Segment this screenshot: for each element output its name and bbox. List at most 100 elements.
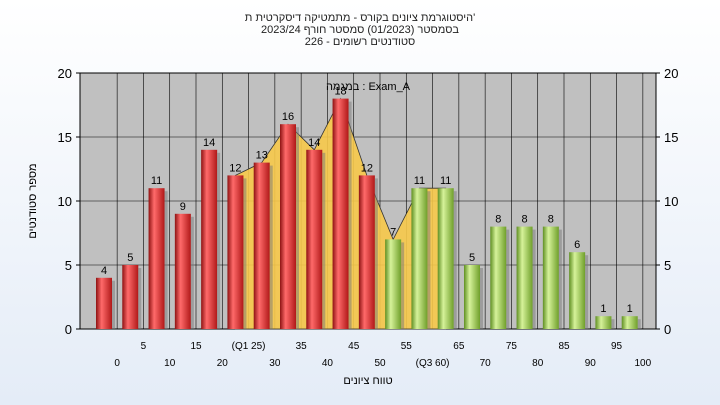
- bar-shadow: [558, 229, 562, 329]
- bar-body: [385, 239, 402, 329]
- data-label: 12: [361, 162, 373, 174]
- chart-title: היסטוגרמת ציונים בקורס - מתמטיקה דיסקרטי…: [244, 12, 476, 24]
- bar-shadow: [217, 152, 221, 329]
- bar-body: [122, 265, 139, 329]
- data-label: 6: [574, 239, 580, 251]
- bar-shadow: [296, 127, 299, 329]
- bar-body: [569, 252, 586, 329]
- x-tick-label: 0: [114, 358, 120, 369]
- bar-body: [595, 316, 612, 329]
- data-label: 1: [627, 303, 633, 315]
- y-tick-label-right: 10: [664, 194, 678, 209]
- bar-body: [280, 124, 296, 329]
- bar-body: [411, 188, 428, 329]
- bar-0: [96, 277, 115, 329]
- x-axis-label: טווח ציונים: [343, 375, 392, 387]
- bar-shadow: [269, 165, 273, 329]
- bar-60: [411, 188, 431, 329]
- x-tick-label: 45: [348, 341, 360, 352]
- bar-shadow: [480, 268, 483, 329]
- x-tick-label: (Q1 25): [232, 341, 266, 352]
- data-label: 18: [334, 86, 346, 98]
- data-label: 16: [282, 111, 294, 123]
- bar-25: [227, 175, 247, 329]
- bar-body: [542, 226, 559, 329]
- y-tick-label-right: 0: [664, 322, 671, 337]
- bar-body: [227, 175, 244, 329]
- x-tick-label: 90: [585, 358, 597, 369]
- legend-label: במגמה : Exam_A: [326, 81, 411, 93]
- y-tick-label-right: 20: [664, 66, 678, 81]
- x-tick-label: 100: [635, 358, 652, 369]
- bar-body: [253, 162, 270, 329]
- y-tick-label-left: 10: [58, 194, 72, 209]
- bar-shadow: [190, 216, 194, 329]
- x-tick-label: 20: [217, 358, 229, 369]
- bar-45: [332, 98, 352, 329]
- bar-body: [464, 265, 480, 329]
- bar-shadow: [611, 319, 615, 329]
- x-tick-label: 65: [453, 341, 465, 352]
- bar-5: [122, 265, 142, 329]
- chart-subtitle-semester: בסמסטר (01/2023) סמסטר חורף 2023/24: [260, 24, 460, 36]
- bar-shadow: [401, 242, 405, 329]
- bar-10: [148, 188, 168, 329]
- bar-30: [253, 162, 273, 329]
- x-tick-label: 95: [611, 341, 623, 352]
- bar-35: [280, 124, 299, 329]
- bar-body: [148, 188, 165, 329]
- data-label: 13: [256, 150, 268, 162]
- bar-80: [516, 226, 536, 329]
- data-label: 14: [308, 137, 320, 149]
- data-label: 8: [548, 214, 554, 226]
- bar-shadow: [112, 280, 115, 329]
- bar-shadow: [506, 229, 510, 329]
- y-tick-label-left: 0: [65, 322, 72, 337]
- x-tick-label: 15: [190, 341, 202, 352]
- data-label: 12: [229, 162, 241, 174]
- bars: [96, 98, 641, 329]
- bar-body: [306, 149, 323, 329]
- bar-shadow: [637, 319, 641, 329]
- data-label: 5: [127, 252, 133, 264]
- bar-15: [174, 213, 194, 329]
- x-tick-label: 80: [532, 358, 544, 369]
- bar-body: [96, 277, 112, 329]
- bar-body: [516, 226, 533, 329]
- bar-shadow: [322, 152, 326, 329]
- data-label: 9: [180, 201, 186, 213]
- y-tick-label-right: 5: [664, 258, 671, 273]
- bar-shadow: [453, 191, 457, 329]
- bar-shadow: [138, 268, 142, 329]
- bar-shadow: [164, 191, 168, 329]
- bar-40: [306, 149, 326, 329]
- bar-55: [385, 239, 405, 329]
- bar-body: [490, 226, 507, 329]
- data-label: 8: [522, 214, 528, 226]
- x-tick-label: 75: [506, 341, 518, 352]
- bar-shadow: [532, 229, 536, 329]
- y-tick-label-left: 20: [58, 66, 72, 81]
- bar-shadow: [243, 178, 247, 329]
- bar-85: [542, 226, 562, 329]
- x-tick-label: 40: [322, 358, 334, 369]
- bar-90: [569, 252, 589, 329]
- data-label: 4: [101, 265, 107, 277]
- bar-70: [464, 265, 483, 329]
- bar-body: [358, 175, 375, 329]
- y-tick-label-left: 5: [65, 258, 72, 273]
- x-tick-label: 70: [480, 358, 492, 369]
- data-label: 7: [390, 226, 396, 238]
- bar-body: [201, 149, 218, 329]
- x-tick-label: 10: [164, 358, 176, 369]
- data-label: 14: [203, 137, 215, 149]
- x-tick-label: 55: [401, 341, 413, 352]
- bar-body: [332, 98, 349, 329]
- bar-shadow: [374, 178, 378, 329]
- x-tick-label: 35: [296, 341, 308, 352]
- bar-50: [358, 175, 378, 329]
- x-tick-label: 50: [374, 358, 386, 369]
